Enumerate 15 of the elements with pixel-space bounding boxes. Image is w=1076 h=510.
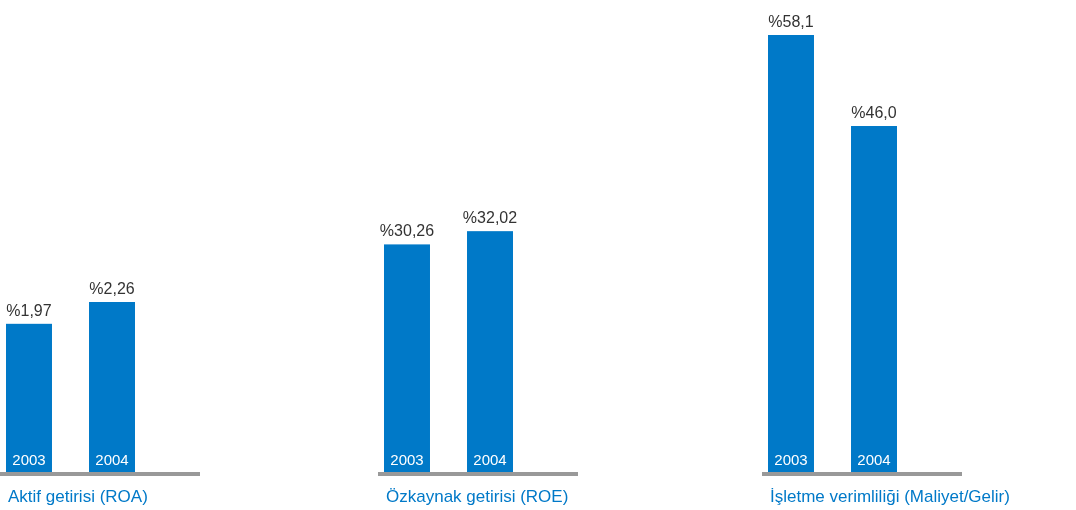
data-label: %30,26 [379, 222, 435, 240]
x-axis-title: Özkaynak getirisi (ROE) [386, 487, 569, 506]
data-label: %32,02 [462, 209, 518, 227]
x-tick-label: 2003 [390, 451, 424, 468]
x-tick-label: 2003 [12, 451, 46, 468]
data-label: %2,26 [89, 280, 135, 297]
x-tick-label: 2004 [857, 451, 891, 468]
data-label: %58,1 [768, 13, 814, 30]
x-axis-title: Aktif getirisi (ROA) [8, 487, 148, 506]
data-label: %1,97 [6, 301, 52, 319]
x-tick-label: 2004 [473, 451, 507, 468]
x-tick-label: 2004 [95, 451, 129, 468]
x-axis-title: İşletme verimliliği (Maliyet/Gelir) [770, 487, 1010, 506]
x-tick-label: 2003 [774, 451, 808, 468]
data-label: %46,0 [851, 104, 897, 122]
